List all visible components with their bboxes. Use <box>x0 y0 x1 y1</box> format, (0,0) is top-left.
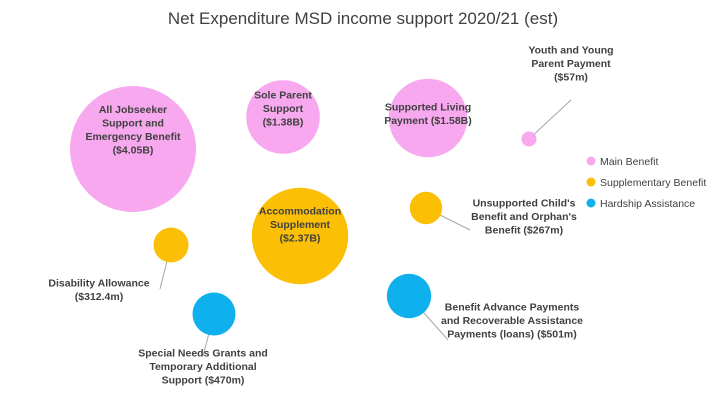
bubble-label-unsupported-child: Benefit and Orphan's <box>471 211 577 223</box>
bubble-label-youth: ($57m) <box>554 72 588 84</box>
bubble-youth <box>521 131 537 147</box>
bubble-label-jobseeker: ($4.05B) <box>113 144 154 156</box>
bubble-label-unsupported-child: Benefit ($267m) <box>485 225 563 237</box>
bubbles <box>70 78 537 336</box>
legend-marker-supplementary-benefit <box>586 177 596 187</box>
leader-line-youth <box>528 99 572 140</box>
bubble-unsupported-child <box>409 191 443 225</box>
bubble-label-youth: Youth and Young <box>528 45 613 57</box>
bubble-jobseeker <box>70 86 196 212</box>
bubble-label-accommodation: ($2.37B) <box>280 233 321 245</box>
bubble-label-supported-living: Payment ($1.58B) <box>384 115 472 127</box>
bubble-label-advance-payments: Payments (loans) ($501m) <box>447 329 577 341</box>
bubble-special-needs <box>192 292 236 336</box>
bubble-label-supported-living: Supported Living <box>385 101 471 113</box>
bubble-label-sole-parent: Sole Parent <box>254 90 312 102</box>
bubble-label-disability: ($312.4m) <box>75 291 123 303</box>
bubble-label-advance-payments: and Recoverable Assistance <box>441 315 583 327</box>
bubble-label-special-needs: Special Needs Grants and <box>138 348 268 360</box>
legend-label-hardship-assistance: Hardship Assistance <box>600 198 695 210</box>
bubble-sole-parent <box>246 80 320 154</box>
legend: Main Benefit Supplementary Benefit Hardshi… <box>586 156 706 210</box>
legend-label-supplementary-benefit: Supplementary Benefit <box>600 177 706 189</box>
bubble-label-youth: Parent Payment <box>531 58 611 70</box>
bubble-label-jobseeker: All Jobseeker <box>99 104 167 116</box>
bubble-label-special-needs: Support ($470m) <box>162 375 245 387</box>
bubble-label-jobseeker: Emergency Benefit <box>85 131 181 143</box>
bubble-label-sole-parent: ($1.38B) <box>263 117 304 129</box>
chart-title: Net Expenditure MSD income support 2020/… <box>168 9 558 28</box>
bubble-accommodation <box>251 187 349 285</box>
bubble-disability <box>153 227 189 263</box>
legend-marker-main-benefit <box>586 156 596 166</box>
bubble-advance-payments <box>386 273 432 319</box>
bubble-label-accommodation: Supplement <box>270 219 331 231</box>
bubble-label-special-needs: Temporary Additional <box>149 361 256 373</box>
bubble-label-unsupported-child: Unsupported Child's <box>473 198 576 210</box>
legend-label-main-benefit: Main Benefit <box>600 156 658 168</box>
bubble-supported-living <box>388 78 468 158</box>
bubble-label-sole-parent: Support <box>263 103 304 115</box>
bubble-label-advance-payments: Benefit Advance Payments <box>445 302 580 314</box>
bubble-label-accommodation: Accommodation <box>259 206 341 218</box>
legend-marker-hardship-assistance <box>586 198 596 208</box>
bubble-label-jobseeker: Support and <box>102 117 164 129</box>
bubble-label-disability: Disability Allowance <box>48 277 149 289</box>
